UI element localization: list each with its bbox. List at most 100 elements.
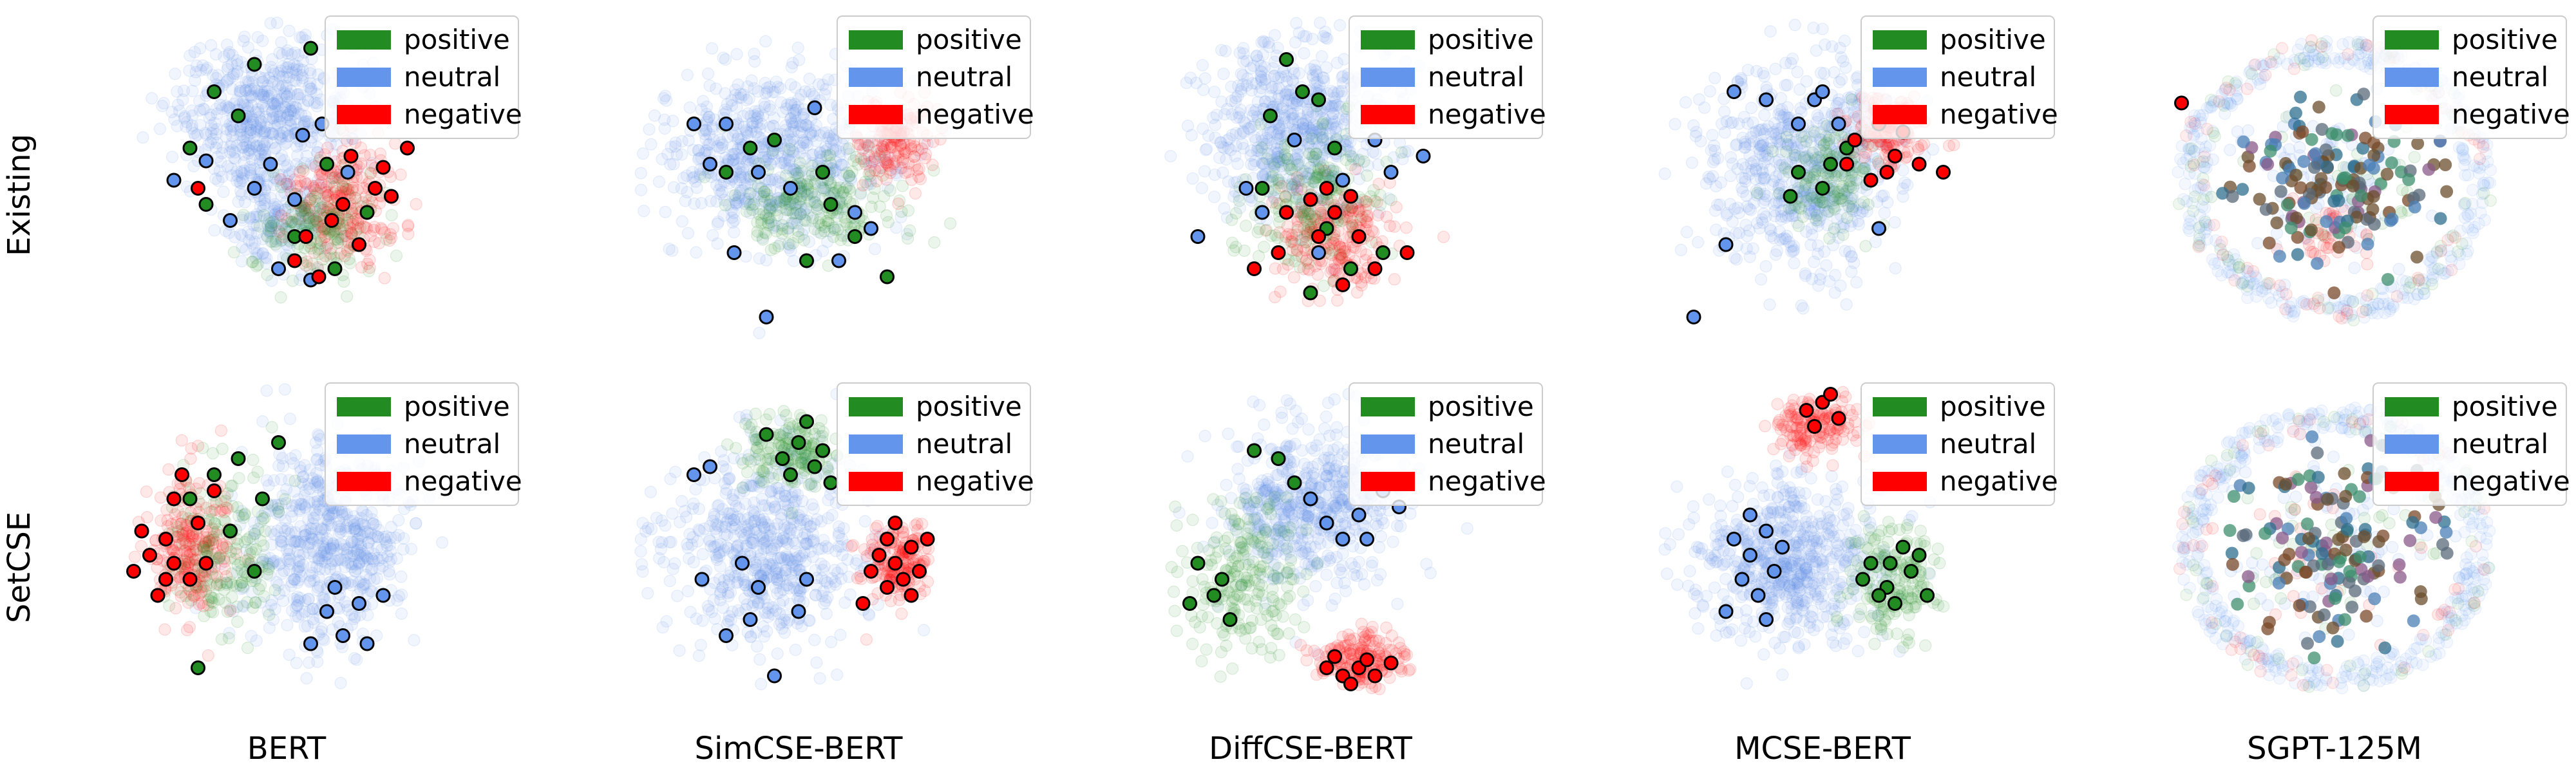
data-point-positive — [1313, 168, 1326, 181]
mixed-point — [2262, 236, 2276, 250]
data-point-neutral — [210, 127, 223, 140]
data-point-neutral — [245, 88, 259, 101]
data-point-positive — [348, 191, 361, 204]
data-point-neutral — [283, 57, 296, 70]
highlighted-point-negative — [1351, 229, 1367, 244]
data-point-positive — [1316, 118, 1329, 131]
highlighted-point-positive — [1295, 84, 1310, 99]
highlighted-point-negative — [1335, 277, 1350, 292]
data-point-neutral — [711, 218, 724, 230]
highlighted-point-negative — [1319, 181, 1334, 196]
data-point-neutral — [701, 67, 715, 80]
data-point-positive — [1841, 211, 1853, 225]
data-point-neutral — [234, 129, 247, 142]
data-point-positive — [1364, 190, 1377, 203]
data-point-neutral — [1732, 117, 1745, 130]
data-point-neutral — [1736, 171, 1749, 185]
data-point-neutral — [253, 139, 266, 153]
data-point-neutral — [241, 130, 254, 144]
data-point-neutral — [1888, 216, 1901, 229]
data-point-neutral — [220, 123, 233, 136]
data-point-neutral — [2180, 153, 2193, 166]
data-point-neutral — [1811, 109, 1824, 122]
data-point-negative — [1355, 279, 1368, 292]
data-point-neutral — [2458, 158, 2471, 171]
data-point-neutral — [791, 41, 804, 54]
data-point-neutral — [759, 77, 772, 89]
data-point-neutral — [1764, 25, 1777, 38]
highlighted-point-positive — [767, 133, 782, 147]
data-point-positive — [1766, 145, 1779, 158]
data-point-negative — [368, 236, 381, 248]
data-point-neutral — [299, 109, 312, 123]
data-point-positive — [1395, 146, 1408, 159]
data-point-neutral — [209, 48, 223, 61]
highlighted-point-neutral — [295, 127, 310, 143]
data-point-neutral — [256, 99, 270, 113]
data-point-neutral — [266, 75, 279, 88]
data-point-neutral — [1272, 71, 1285, 85]
data-point-negative — [876, 140, 889, 153]
data-point-negative — [1915, 139, 1928, 152]
data-point-neutral — [225, 119, 238, 133]
data-point-neutral — [267, 127, 279, 141]
data-point-neutral — [254, 122, 267, 135]
highlighted-point-neutral — [340, 165, 355, 180]
data-point-positive — [343, 257, 357, 270]
data-point-negative — [857, 179, 869, 192]
data-point-neutral — [759, 87, 772, 100]
data-point-neutral — [683, 101, 696, 114]
data-point-neutral — [296, 71, 309, 84]
highlighted-point-neutral — [1311, 245, 1326, 260]
data-point-neutral — [755, 117, 768, 131]
data-point-positive — [882, 216, 895, 229]
data-point-neutral — [229, 146, 242, 159]
data-point-positive — [1797, 210, 1810, 223]
data-point-neutral — [248, 148, 261, 161]
data-point-neutral — [243, 136, 256, 150]
data-point-neutral — [290, 158, 303, 171]
data-point-neutral — [281, 109, 295, 122]
data-point-neutral — [1735, 73, 1748, 86]
data-point-neutral — [278, 88, 291, 101]
data-point-neutral — [677, 171, 690, 185]
data-point-neutral — [698, 127, 711, 140]
data-point-neutral — [1257, 35, 1270, 48]
data-point-neutral — [2230, 75, 2243, 88]
highlighted-point-positive — [1815, 181, 1830, 196]
data-point-negative — [1900, 151, 1913, 163]
data-point-negative — [402, 218, 415, 232]
data-point-neutral — [711, 140, 724, 153]
data-point-neutral — [1897, 190, 1909, 203]
data-point-positive — [1252, 250, 1265, 263]
data-point-neutral — [236, 135, 250, 147]
legend-swatch-negative — [849, 105, 903, 124]
data-point-negative — [1858, 151, 1871, 164]
data-point-positive — [866, 191, 880, 204]
data-point-positive — [1857, 162, 1870, 175]
data-point-neutral — [319, 184, 332, 197]
highlighted-point-negative — [400, 140, 415, 156]
data-point-neutral — [265, 98, 278, 111]
data-point-neutral — [251, 103, 265, 116]
legend-swatch-negative — [337, 105, 391, 124]
highlighted-point-negative — [1367, 261, 1383, 276]
highlighted-point-neutral — [1335, 173, 1350, 188]
highlighted-point-negative — [1863, 173, 1879, 188]
data-point-neutral — [266, 53, 279, 66]
mixed-point — [2381, 273, 2394, 286]
data-point-neutral — [176, 93, 189, 106]
data-point-neutral — [658, 122, 671, 135]
data-point-positive — [332, 231, 345, 244]
data-point-positive — [1305, 132, 1318, 145]
data-point-neutral — [258, 193, 271, 207]
data-point-neutral — [1181, 119, 1195, 133]
data-point-neutral — [224, 140, 237, 153]
data-point-neutral — [197, 102, 210, 115]
data-point-positive — [1285, 178, 1298, 191]
data-point-negative — [1274, 285, 1287, 298]
data-point-positive — [337, 180, 350, 193]
data-point-neutral — [2222, 254, 2235, 267]
